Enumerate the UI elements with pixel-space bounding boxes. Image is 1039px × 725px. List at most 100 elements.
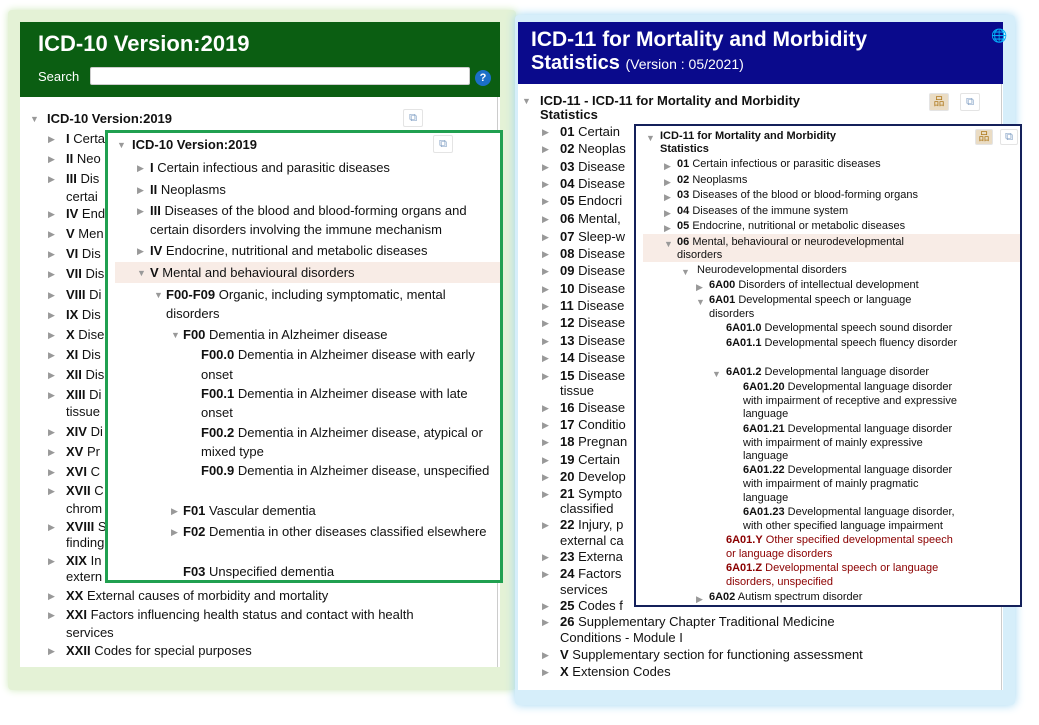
tree-item[interactable]: XVII C — [66, 483, 104, 498]
tree-item-continuation[interactable]: extern — [66, 569, 102, 584]
tree-item[interactable]: 02 Neoplasms — [677, 174, 747, 186]
tree-item[interactable]: 09 Disease — [560, 263, 625, 278]
tree-item[interactable]: 03 Disease — [560, 159, 625, 174]
collapsed-arrow-icon[interactable]: ▶ — [542, 162, 549, 172]
tree-item[interactable]: 08 Disease — [560, 246, 625, 261]
tree-item-continuation[interactable]: onset — [201, 405, 233, 420]
tree-item[interactable]: I Certa — [66, 131, 105, 146]
collapsed-arrow-icon[interactable]: ▶ — [137, 206, 144, 216]
expanded-arrow-icon[interactable]: ▼ — [154, 290, 163, 300]
tree-item[interactable]: 6A01.0 Developmental speech sound disord… — [726, 322, 952, 334]
tree-item[interactable]: V Mental and behavioural disorders — [150, 265, 355, 280]
tree-item[interactable]: 6A01.Y Other specified developmental spe… — [726, 534, 953, 546]
collapsed-arrow-icon[interactable]: ▶ — [542, 127, 549, 137]
collapsed-arrow-icon[interactable]: ▶ — [542, 601, 549, 611]
collapsed-arrow-icon[interactable]: ▶ — [542, 266, 549, 276]
tree-item[interactable]: V Supplementary section for functioning … — [560, 647, 863, 662]
expanded-arrow-icon[interactable]: ▼ — [646, 133, 655, 143]
tree-item[interactable]: VII Dis — [66, 266, 104, 281]
tree-item-continuation[interactable]: with impairment of receptive and express… — [743, 395, 957, 407]
tree-item[interactable]: 05 Endocrine, nutritional or metabolic d… — [677, 220, 905, 232]
collapsed-arrow-icon[interactable]: ▶ — [48, 330, 55, 340]
tree-item[interactable]: 01 Certain — [560, 124, 620, 139]
collapsed-arrow-icon[interactable]: ▶ — [48, 486, 55, 496]
collapsed-arrow-icon[interactable]: ▶ — [48, 209, 55, 219]
tree-item[interactable]: Neurodevelopmental disorders — [697, 264, 847, 276]
collapse-all-icon[interactable]: ⧉ — [403, 109, 423, 127]
tree-item[interactable]: IX Dis — [66, 307, 101, 322]
tree-item[interactable]: XIX In — [66, 553, 101, 568]
tree-item-continuation[interactable]: Statistics — [540, 107, 598, 122]
collapsed-arrow-icon[interactable]: ▶ — [48, 646, 55, 656]
tree-item[interactable]: F00 Dementia in Alzheimer disease — [183, 327, 388, 342]
expanded-arrow-icon[interactable]: ▼ — [696, 297, 705, 307]
tree-item-continuation[interactable]: with impairment of mainly pragmatic — [743, 478, 918, 490]
tree-item[interactable]: 14 Disease — [560, 350, 625, 365]
tree-item[interactable]: 12 Disease — [560, 315, 625, 330]
tree-item[interactable]: III Diseases of the blood and blood-form… — [150, 203, 467, 218]
tree-item[interactable]: 13 Disease — [560, 333, 625, 348]
tree-item[interactable]: 19 Certain — [560, 452, 620, 467]
hierarchy-icon[interactable]: 品 — [975, 129, 993, 145]
tree-item[interactable]: 25 Codes f — [560, 598, 623, 613]
tree-item[interactable]: 6A01.21 Developmental language disorder — [743, 423, 952, 435]
collapse-all-icon[interactable]: ⧉ — [1000, 129, 1018, 145]
collapsed-arrow-icon[interactable]: ▶ — [542, 437, 549, 447]
tree-item[interactable]: F00.0 Dementia in Alzheimer disease with… — [201, 347, 475, 362]
tree-item-continuation[interactable]: certai — [66, 189, 98, 204]
collapsed-arrow-icon[interactable]: ▶ — [542, 214, 549, 224]
collapsed-arrow-icon[interactable]: ▶ — [542, 196, 549, 206]
tree-item[interactable]: IV End — [66, 206, 105, 221]
search-input[interactable] — [90, 67, 470, 85]
tree-item[interactable]: 05 Endocri — [560, 193, 622, 208]
collapsed-arrow-icon[interactable]: ▶ — [48, 229, 55, 239]
tree-item-continuation[interactable]: with impairment of mainly expressive — [743, 437, 923, 449]
tree-item[interactable]: XVIII S — [66, 519, 106, 534]
tree-item[interactable]: XX External causes of morbidity and mort… — [66, 588, 328, 603]
collapsed-arrow-icon[interactable]: ▶ — [664, 192, 671, 202]
collapsed-arrow-icon[interactable]: ▶ — [48, 522, 55, 532]
help-icon[interactable]: ? — [475, 70, 491, 86]
tree-item-continuation[interactable]: language — [743, 408, 788, 420]
tree-item[interactable]: ICD-10 Version:2019 — [47, 111, 172, 126]
tree-item[interactable]: 6A01.22 Developmental language disorder — [743, 464, 952, 476]
tree-item[interactable]: ICD-11 for Mortality and Morbidity — [660, 130, 836, 142]
tree-item-continuation[interactable]: finding — [66, 535, 104, 550]
collapsed-arrow-icon[interactable]: ▶ — [664, 161, 671, 171]
collapsed-arrow-icon[interactable]: ▶ — [542, 353, 549, 363]
tree-item-continuation[interactable]: disorders — [709, 308, 754, 320]
tree-item[interactable]: 6A01.23 Developmental language disorder, — [743, 506, 955, 518]
tree-item[interactable]: ICD-10 Version:2019 — [132, 137, 257, 152]
tree-item[interactable]: 23 Externa — [560, 549, 623, 564]
tree-item-continuation[interactable]: services — [66, 625, 114, 640]
expanded-arrow-icon[interactable]: ▼ — [522, 96, 531, 106]
tree-item[interactable]: VIII Di — [66, 287, 101, 302]
tree-item[interactable]: XII Dis — [66, 367, 104, 382]
collapsed-arrow-icon[interactable]: ▶ — [542, 650, 549, 660]
collapsed-arrow-icon[interactable]: ▶ — [542, 552, 549, 562]
tree-item-continuation[interactable]: external ca — [560, 533, 624, 548]
collapsed-arrow-icon[interactable]: ▶ — [542, 336, 549, 346]
collapsed-arrow-icon[interactable]: ▶ — [48, 427, 55, 437]
tree-item[interactable]: 10 Disease — [560, 281, 625, 296]
tree-item-continuation[interactable]: with other specified language impairment — [743, 520, 943, 532]
collapse-all-icon[interactable]: ⧉ — [433, 135, 453, 153]
collapsed-arrow-icon[interactable]: ▶ — [48, 154, 55, 164]
expanded-arrow-icon[interactable]: ▼ — [681, 267, 690, 277]
collapsed-arrow-icon[interactable]: ▶ — [664, 208, 671, 218]
tree-item[interactable]: V Men — [66, 226, 104, 241]
tree-item[interactable]: 11 Disease — [560, 298, 624, 313]
tree-item[interactable]: 18 Pregnan — [560, 434, 627, 449]
tree-item-continuation[interactable]: disorders — [166, 306, 219, 321]
tree-item[interactable]: 6A01.20 Developmental language disorder — [743, 381, 952, 393]
tree-item[interactable]: 6A01 Developmental speech or language — [709, 294, 911, 306]
tree-item[interactable]: 24 Factors — [560, 566, 621, 581]
collapsed-arrow-icon[interactable]: ▶ — [542, 371, 549, 381]
collapsed-arrow-icon[interactable]: ▶ — [48, 447, 55, 457]
collapsed-arrow-icon[interactable]: ▶ — [48, 134, 55, 144]
collapsed-arrow-icon[interactable]: ▶ — [48, 249, 55, 259]
expanded-arrow-icon[interactable]: ▼ — [171, 330, 180, 340]
collapsed-arrow-icon[interactable]: ▶ — [171, 506, 178, 516]
tree-item[interactable]: XVI C — [66, 464, 100, 479]
tree-item[interactable]: 6A00 Disorders of intellectual developme… — [709, 279, 919, 291]
